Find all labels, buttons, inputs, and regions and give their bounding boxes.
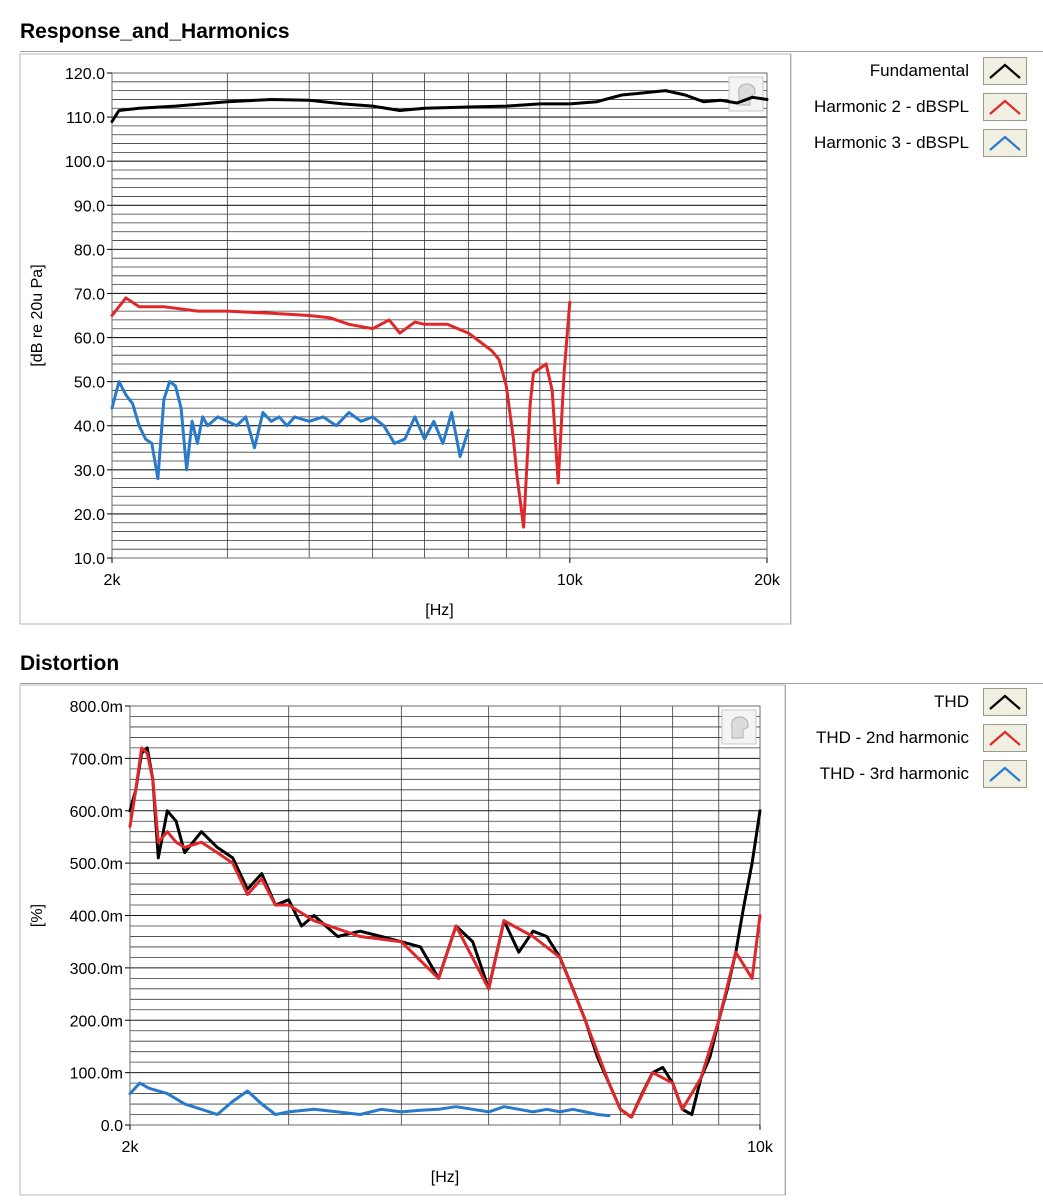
x-tick-label: 2k — [104, 572, 122, 589]
chart-frame — [19, 53, 792, 625]
y-tick-label: 50.0 — [74, 375, 105, 392]
y-tick-label: 400.0m — [70, 909, 123, 926]
plot-style-red-icon — [983, 93, 1027, 121]
legend-label: Harmonic 2 - dBSPL — [814, 97, 969, 116]
response-panel-divider — [20, 51, 1043, 52]
series-line-0 — [128, 746, 762, 1119]
y-axis-label: [%] — [29, 904, 46, 927]
y-tick-label: 30.0 — [74, 463, 105, 480]
legend-label: Fundamental — [869, 61, 969, 80]
legend-label: THD — [934, 692, 969, 711]
y-tick-label: 100.0m — [70, 1066, 123, 1083]
y-tick-label: 500.0m — [70, 856, 123, 873]
y-axis-label: [dB re 20u Pa] — [29, 264, 46, 366]
series-line-1 — [110, 296, 572, 529]
y-tick-label: 90.0 — [74, 198, 105, 215]
plot-style-blue-icon — [983, 760, 1027, 788]
legend-label: Harmonic 3 - dBSPL — [814, 133, 969, 152]
series-line-2 — [110, 380, 470, 481]
x-tick-label: 10k — [747, 1139, 774, 1156]
y-tick-label: 200.0m — [70, 1013, 123, 1030]
y-tick-label: 700.0m — [70, 751, 123, 768]
legend-label: THD - 3rd harmonic — [819, 764, 969, 783]
y-tick-label: 80.0 — [74, 242, 105, 259]
legend-item-thd-2nd[interactable]: THD - 2nd harmonic — [816, 723, 1027, 753]
x-axis-label: [Hz] — [425, 602, 453, 619]
series-line-0 — [110, 89, 769, 123]
series-line-2 — [128, 1081, 611, 1118]
distortion-legend: THD THD - 2nd harmonic THD - 3rd harmoni… — [785, 685, 1027, 1195]
y-tick-label: 300.0m — [70, 961, 123, 978]
legend-item-fundamental[interactable]: Fundamental — [870, 56, 1027, 86]
y-tick-label: 70.0 — [74, 286, 105, 303]
plot-area — [112, 73, 767, 558]
y-tick-label: 60.0 — [74, 331, 105, 348]
zoom-tool-glyph — [731, 716, 749, 739]
x-tick-label: 2k — [122, 1139, 140, 1156]
y-tick-label: 40.0 — [74, 419, 105, 436]
chart-1: 0.0 100.0m 200.0m 300.0m 400.0m 500.0m 600.0m 7… — [19, 684, 786, 1196]
zoom-tool-icon[interactable] — [721, 709, 757, 745]
y-tick-label: 100.0 — [65, 154, 105, 171]
distortion-panel-divider — [20, 683, 1043, 684]
zoom-tool-icon[interactable] — [728, 76, 764, 112]
distortion-panel-title: Distortion — [20, 652, 120, 675]
x-tick-label: 10k — [557, 572, 584, 589]
response-panel-title: Response_and_Harmonics — [20, 20, 290, 43]
legend-item-thd-3rd[interactable]: THD - 3rd harmonic — [820, 759, 1027, 789]
plot-style-black-icon — [983, 57, 1027, 85]
plot-style-black-icon — [983, 688, 1027, 716]
x-tick-label: 20k — [754, 572, 781, 589]
y-tick-label: 600.0m — [70, 804, 123, 821]
grid — [129, 705, 761, 1126]
x-axis-label: [Hz] — [431, 1169, 459, 1186]
y-tick-label: 20.0 — [74, 507, 105, 524]
y-tick-label: 800.0m — [70, 699, 123, 716]
legend-label: THD - 2nd harmonic — [815, 728, 969, 747]
response-legend: Fundamental Harmonic 2 - dBSPL Harmonic … — [790, 54, 1027, 624]
plot-style-red-icon — [983, 724, 1027, 752]
chart-0: 10.0 20.0 30.0 40.0 50.0 60.0 70.0 80.0 90.0 100.… — [19, 53, 792, 625]
series-line-1 — [128, 746, 762, 1119]
chart-frame — [19, 684, 786, 1196]
legend-item-thd[interactable]: THD — [934, 687, 1027, 717]
y-tick-label: 0.0 — [101, 1118, 123, 1135]
y-tick-label: 110.0 — [66, 110, 105, 127]
legend-item-harmonic-2[interactable]: Harmonic 2 - dBSPL — [814, 92, 1027, 122]
plot-style-blue-icon — [983, 129, 1027, 157]
y-tick-label: 10.0 — [74, 551, 105, 568]
legend-item-harmonic-3[interactable]: Harmonic 3 - dBSPL — [814, 128, 1027, 158]
y-tick-label: 120.0 — [65, 66, 105, 83]
